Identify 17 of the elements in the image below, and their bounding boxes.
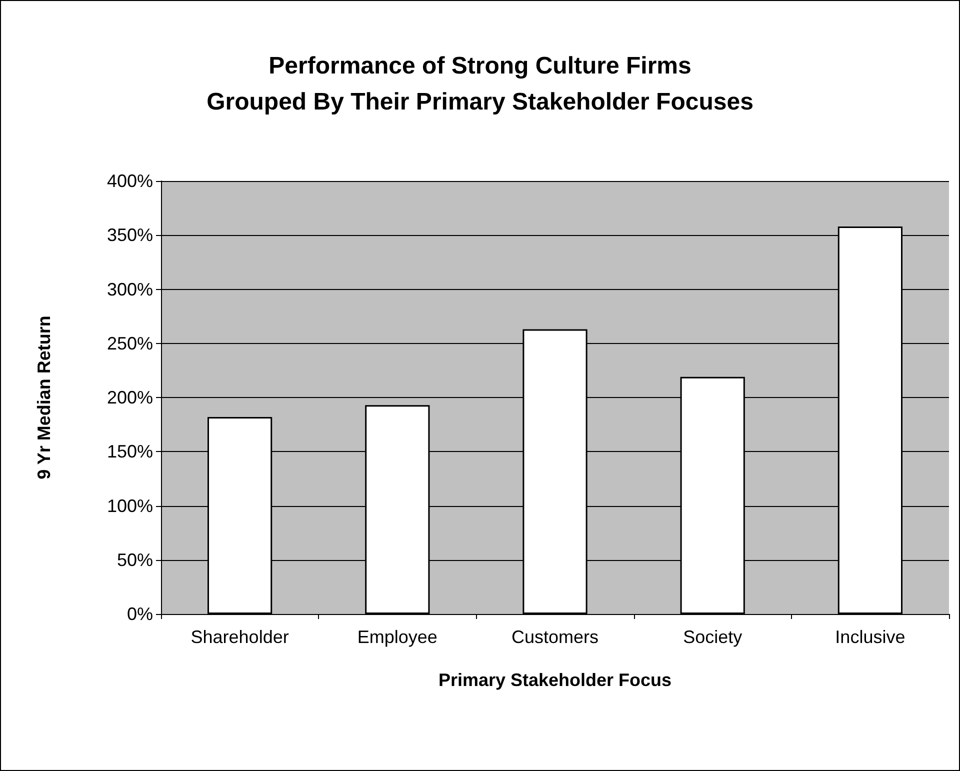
y-tick-label: 100% (106, 496, 153, 516)
y-tick-label: 250% (106, 333, 153, 354)
y-tick-label: 150% (106, 442, 153, 462)
y-tick-label: 50% (116, 550, 153, 570)
x-tick-label: Shareholder (190, 627, 289, 647)
x-axis-title: Primary Stakeholder Focus (438, 670, 672, 690)
y-tick-label: 400% (106, 171, 153, 191)
x-tick-label: Customers (511, 627, 599, 647)
y-tick-label: 350% (106, 225, 153, 246)
y-tick-label: 0% (126, 604, 153, 624)
y-tick-label: 300% (106, 279, 153, 300)
y-tick-label: 200% (106, 388, 153, 408)
x-tick-label: Society (683, 627, 742, 647)
x-tick-label: Employee (357, 627, 438, 647)
x-tick-label: Inclusive (835, 627, 906, 647)
chart-title: Performance of Strong Culture Firms Grouped By Their Primary Stakeholder Focuses (206, 52, 754, 116)
y-axis-title: 9 Yr Median Return (34, 316, 54, 480)
